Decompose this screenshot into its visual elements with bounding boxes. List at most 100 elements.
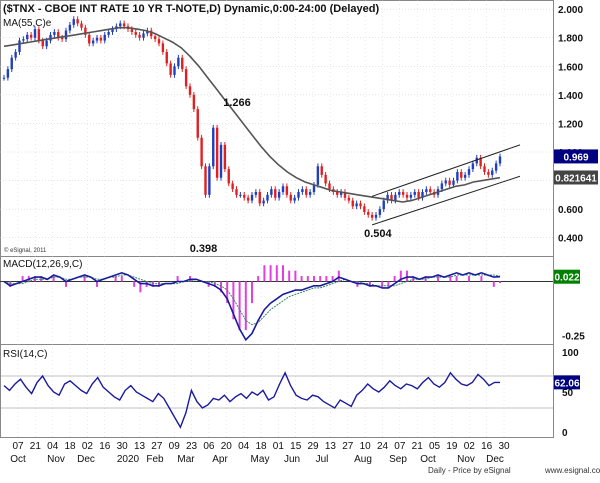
rsi-title: RSI(14,C) [3,349,47,360]
candle-body [475,157,478,164]
candle-body [33,29,37,38]
rsi-layer: RSI(14,C) [0,349,553,429]
candle-body [231,183,234,190]
x-day-label: 23 [186,441,198,452]
x-day-label: 02 [82,441,94,452]
grid-layer [0,0,553,438]
x-day-label: 30 [117,441,129,452]
candle-body [421,192,424,198]
candle-body [308,192,312,195]
price-tick-label: 1.800 [558,34,583,45]
candle-body [390,194,393,201]
candle-body [444,180,447,184]
price-tick-label: 1.400 [558,91,583,102]
candle-body [429,189,432,192]
candle-body [479,157,482,167]
candle-body [111,29,114,32]
candle-body [301,189,304,192]
price-annotation: 0.504 [364,228,392,240]
candle-body [425,189,428,192]
candle-body [463,174,467,178]
candle-body [18,40,21,52]
candle-body [103,34,106,41]
x-day-label: 21 [30,441,42,452]
candle-body [49,34,52,41]
candle-body [351,200,354,207]
macd-value-label: 0.022 [554,273,579,284]
candle-body [363,206,366,212]
candle-body [293,197,296,201]
candle-body [99,37,103,41]
candle-body [157,39,161,44]
macd-tick-label: -0.25 [562,332,585,343]
rsi-tick-label: 100 [562,348,579,359]
candle-body [184,69,188,87]
candle-body [262,200,265,204]
channel-upper-line [371,144,521,197]
x-day-label: 04 [238,441,250,452]
candle-body [320,166,323,175]
candle-body [223,144,227,170]
candle-body [281,186,285,192]
x-month-label: Mar [177,454,195,465]
candle-body [41,40,44,47]
candle-body [76,19,79,24]
candle-body [367,212,370,215]
candle-body [370,214,374,218]
x-day-label: 27 [342,441,354,452]
x-day-label: 18 [65,441,77,452]
x-month-label: Nov [457,454,475,465]
candle-body [239,194,242,196]
candle-body [398,192,401,195]
last-price-label: 0.969 [563,152,588,163]
candle-body [343,192,347,198]
candle-body [80,23,83,28]
x-day-label: 29 [308,441,320,452]
candle-body [413,192,416,195]
candle-body [258,192,261,204]
candle-body [26,34,29,40]
candle-body [285,186,289,195]
ma-55-line [3,26,501,203]
candle-body [235,189,238,195]
candle-body [181,57,184,70]
candle-body [274,189,277,198]
candle-body [246,197,250,201]
candle-body [359,203,362,207]
candle-body [374,214,378,218]
footer-site: www.esignal.com [544,466,600,475]
candle-body [161,43,165,52]
candle-body [84,27,87,35]
candle-body [219,144,223,178]
x-month-label: Dec [486,454,504,465]
candle-body [386,194,389,201]
candle-body [212,127,215,167]
candle-body [460,172,463,178]
x-day-label: 13 [134,441,146,452]
x-day-label: 13 [325,441,337,452]
candle-body [107,32,110,35]
rsi-value-box [554,375,580,390]
candle-body [208,166,211,195]
candle-body [169,63,172,75]
x-month-label: May [251,454,270,465]
ma-value-box [554,170,598,185]
x-month-label: Apr [212,454,228,465]
x-day-label: 06 [203,441,215,452]
x-month-label: Nov [47,454,65,465]
candle-body [394,194,397,201]
candle-body [355,203,358,207]
candle-body [243,194,246,198]
x-day-label: 24 [377,441,389,452]
price-tick-label: 1.600 [558,62,583,73]
candle-body [45,40,48,47]
candle-body [91,40,95,44]
x-day-label: 05 [429,441,441,452]
macd-value-box [554,269,580,284]
candle-body [14,52,17,58]
candle-body [22,39,25,41]
candle-body [487,172,490,175]
candle-body [142,33,145,38]
x-month-label: Aug [354,454,372,465]
